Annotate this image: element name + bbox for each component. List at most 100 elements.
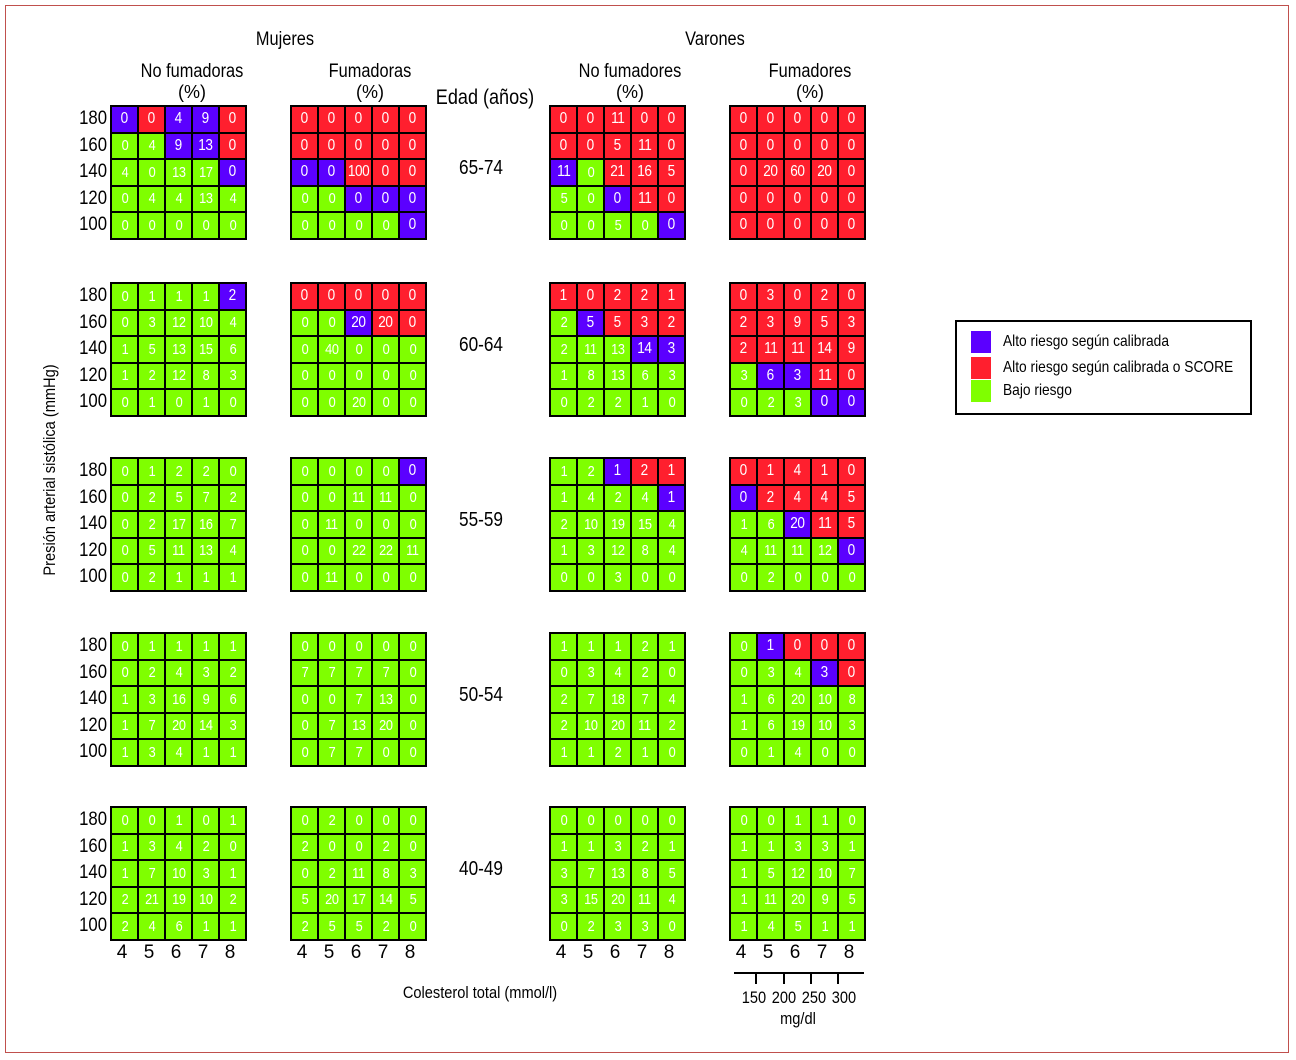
risk-cell: 1: [550, 833, 577, 860]
risk-cell: 0: [399, 484, 426, 511]
x-tick-label: 4: [116, 942, 128, 963]
risk-cell: 0: [658, 564, 685, 591]
risk-value: 11: [325, 515, 338, 533]
risk-value: 0: [793, 637, 802, 655]
risk-cell: 0: [811, 564, 838, 591]
risk-cell: 0: [399, 739, 426, 766]
risk-value: 10: [817, 717, 832, 735]
risk-value: 3: [148, 838, 155, 856]
risk-cell: 2: [757, 389, 784, 416]
risk-value: 0: [327, 110, 336, 128]
risk-value: 0: [739, 216, 748, 234]
risk-value: 2: [229, 664, 236, 682]
risk-cell: 6: [757, 362, 784, 389]
risk-cell: 0: [577, 132, 604, 159]
risk-value: 0: [301, 190, 308, 208]
risk-cell: 0: [811, 185, 838, 212]
risk-cell: 10: [192, 309, 219, 336]
risk-value: 0: [587, 163, 594, 181]
risk-value: 0: [793, 136, 802, 154]
risk-cell: 1: [577, 833, 604, 860]
risk-cell: 0: [111, 484, 138, 511]
risk-value: 1: [175, 287, 182, 305]
risk-cell: 1: [730, 886, 757, 913]
risk-cell: 0: [784, 212, 811, 239]
risk-cell: 15: [631, 511, 658, 538]
risk-cell: 0: [838, 159, 865, 186]
risk-value: 0: [668, 393, 675, 411]
risk-value: 0: [409, 515, 416, 533]
risk-value: 3: [587, 542, 594, 560]
risk-cell: 1: [577, 739, 604, 766]
risk-value: 20: [351, 313, 366, 331]
risk-cell: 2: [631, 833, 658, 860]
risk-cell: 1: [219, 633, 246, 660]
mg-axis-tick: [755, 974, 757, 984]
risk-value: 0: [301, 216, 308, 234]
risk-value: 0: [328, 542, 335, 560]
risk-cell: 11: [318, 564, 345, 591]
percent-label: (%): [616, 82, 644, 102]
risk-value: 9: [201, 110, 210, 128]
risk-value: 4: [229, 314, 236, 332]
risk-cell: 13: [165, 159, 192, 186]
risk-value: 1: [121, 717, 128, 735]
risk-cell: 1: [577, 633, 604, 660]
y-tick-label: 160: [79, 134, 107, 156]
risk-cell: 0: [577, 283, 604, 310]
risk-cell: 0: [372, 362, 399, 389]
risk-value: 0: [328, 637, 335, 655]
risk-cell: 8: [372, 860, 399, 887]
risk-value: 0: [121, 489, 128, 507]
risk-value: 10: [817, 690, 832, 708]
risk-cell: 6: [757, 712, 784, 739]
risk-cell: 7: [192, 484, 219, 511]
risk-cell: 0: [399, 913, 426, 940]
risk-cell: 1: [138, 389, 165, 416]
risk-value: 7: [355, 690, 362, 708]
risk-cell: 0: [372, 132, 399, 159]
risk-value: 0: [300, 110, 309, 128]
risk-value: 0: [793, 110, 802, 128]
risk-cell: 0: [811, 106, 838, 133]
risk-value: 0: [121, 190, 128, 208]
risk-value: 1: [148, 637, 155, 655]
risk-cell: 12: [604, 537, 631, 564]
risk-cell: 0: [345, 212, 372, 239]
risk-cell: 3: [784, 833, 811, 860]
risk-cell: 4: [658, 511, 685, 538]
risk-cell: 0: [372, 336, 399, 363]
risk-cell: 2: [604, 739, 631, 766]
risk-value: 5: [355, 917, 362, 935]
risk-value: 2: [641, 637, 648, 655]
risk-cell: 11: [604, 106, 631, 133]
x-tick-label: 6: [350, 942, 362, 963]
risk-cell: 20: [165, 712, 192, 739]
risk-value: 0: [301, 568, 308, 586]
risk-value: 7: [355, 664, 362, 682]
risk-value: 8: [202, 367, 209, 385]
risk-value: 0: [147, 110, 156, 128]
risk-value: 7: [355, 743, 362, 761]
risk-value: 10: [583, 515, 598, 533]
risk-cell: 4: [658, 686, 685, 713]
risk-cell: 0: [111, 511, 138, 538]
risk-value: 1: [560, 367, 567, 385]
risk-value: 3: [614, 568, 621, 586]
risk-value: 0: [409, 664, 416, 682]
risk-cell: 2: [550, 511, 577, 538]
x-tick-label: 8: [663, 942, 675, 963]
risk-value: 0: [740, 393, 747, 411]
risk-value: 0: [301, 811, 308, 829]
risk-cell: 0: [399, 106, 426, 133]
risk-cell: 5: [838, 886, 865, 913]
risk-cell: 0: [318, 106, 345, 133]
risk-value: 0: [175, 393, 182, 411]
risk-value: 0: [301, 515, 308, 533]
risk-value: 0: [327, 287, 336, 305]
risk-value: 0: [847, 366, 856, 384]
risk-value: 0: [148, 163, 155, 181]
risk-value: 0: [202, 216, 209, 234]
risk-cell: 10: [811, 860, 838, 887]
risk-cell: 0: [345, 336, 372, 363]
